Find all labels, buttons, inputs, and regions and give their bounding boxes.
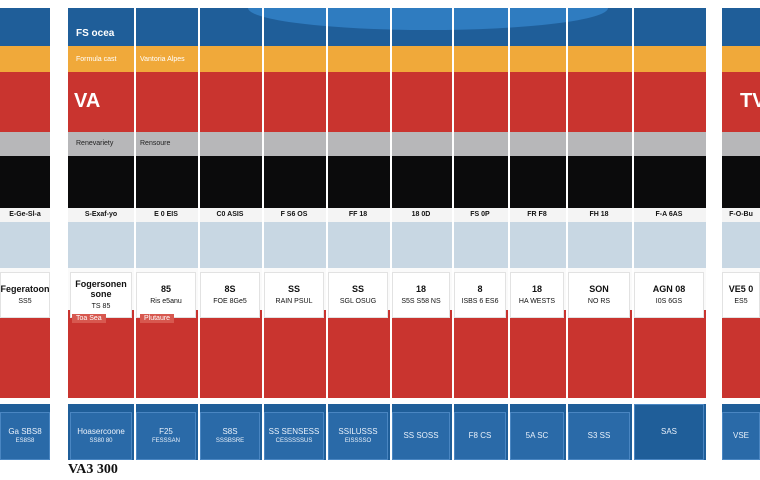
black-band — [68, 156, 706, 208]
left-blue-sub: ES8S8 — [15, 437, 35, 444]
strip-band — [68, 208, 706, 222]
header-arc — [248, 8, 608, 30]
right-card-title: VE5 0 — [728, 284, 754, 295]
right-card-sub: ES5 — [734, 297, 748, 305]
red-band-bottom — [68, 310, 706, 398]
right-strip-label: F-O-Bu — [729, 210, 753, 218]
footer-label: VA3 300 — [68, 462, 118, 477]
light-blue-band — [68, 222, 706, 268]
blue-card: S8S SSSBSRE — [200, 412, 260, 460]
strip-cell: FF 18 — [348, 210, 368, 218]
blue-card: F25 FESSSAN — [136, 412, 196, 460]
data-card: SON NO RS — [568, 272, 630, 318]
blue-card: SAS — [634, 404, 704, 460]
data-card: SS SGL OSUG — [328, 272, 388, 318]
data-card: 85 Ris e5anu — [136, 272, 196, 318]
right-panel: TV F-O-Bu VE5 0 ES5 VSE — [722, 8, 760, 460]
blue-card: F8 CS — [454, 412, 506, 460]
right-white-card: VE5 0 ES5 — [722, 272, 760, 318]
red-band-top — [68, 72, 706, 132]
main-panel: FS ocea Formula cast Vantoria Alpes VA R… — [68, 8, 706, 460]
orange-band — [68, 46, 706, 72]
left-card-sub: SS5 — [18, 297, 32, 305]
orange-label-2: Vantoria Alpes — [140, 56, 185, 63]
blue-card: SS SOSS — [392, 412, 450, 460]
red-pill-1: Toa Sea — [72, 314, 106, 323]
orange-label-1: Formula cast — [76, 56, 117, 63]
strip-cell: FR F8 — [527, 210, 547, 218]
data-card: Fogersonen sone TS 85 — [70, 272, 132, 318]
blue-card: SS SENSESS CESSSSSUS — [264, 412, 324, 460]
blue-card: 5A SC — [510, 412, 564, 460]
data-card: AGN 08 I0S 6GS — [634, 272, 704, 318]
right-section-label: TV — [740, 90, 760, 112]
page-title: FS ocea — [76, 28, 115, 39]
strip-cell: E 0 EIS — [154, 210, 178, 218]
strip-cell: C0 ASIS — [216, 210, 244, 218]
section-label: VA — [74, 90, 101, 112]
left-blue-title: Ga SBS8 — [8, 427, 42, 437]
left-blue-card: Ga SBS8 ES8S8 — [0, 412, 50, 460]
blue-card: S3 SS — [568, 412, 630, 460]
right-blue-title: VSE — [732, 431, 749, 441]
data-card: 8S FOE 8Ge5 — [200, 272, 260, 318]
gray-label-1: Renevariety — [76, 140, 114, 147]
data-card: SS RAIN PSUL — [264, 272, 324, 318]
strip-cell: FH 18 — [589, 210, 609, 218]
gray-label-2: Rensoure — [140, 140, 171, 147]
data-card: 18 S5S S58 NS — [392, 272, 450, 318]
blue-card: SSILUSSS EISSSSO — [328, 412, 388, 460]
data-card: 8 ISBS 6 ES6 — [454, 272, 506, 318]
left-white-card: Fegeratoon SS5 — [0, 272, 50, 318]
left-strip-label: E-Ge-Sl-a — [9, 210, 41, 218]
right-blue-card: VSE — [722, 412, 760, 460]
red-pill-2: Plutaure — [140, 314, 175, 323]
data-card: 18 HA WESTS — [510, 272, 564, 318]
strip-cell: F-A 6AS — [655, 210, 683, 218]
strip-cell: FS 0P — [470, 210, 490, 218]
left-card-title: Fegeratoon — [0, 284, 50, 295]
strip-cell: 18 0D — [411, 210, 431, 218]
strip-cell: F S6 OS — [280, 210, 308, 218]
strip-cell: S-Exaf-yo — [84, 210, 118, 218]
blue-card: Hoasercoone SS80 80 — [70, 412, 132, 460]
left-panel: E-Ge-Sl-a Fegeratoon SS5 Ga SBS8 ES8S8 — [0, 8, 50, 460]
gray-band — [68, 132, 706, 156]
